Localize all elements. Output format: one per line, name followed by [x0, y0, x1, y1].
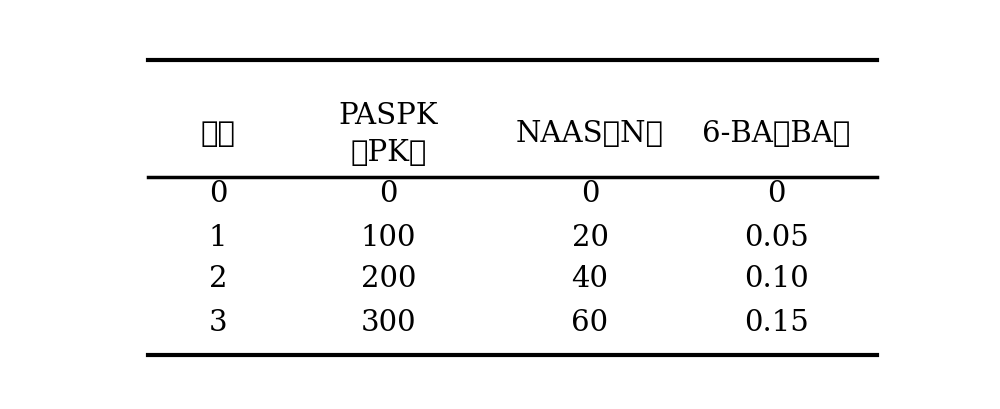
Text: 0: 0 [581, 180, 599, 208]
Text: 300: 300 [361, 309, 416, 337]
Text: 3: 3 [209, 309, 227, 337]
Text: 100: 100 [361, 224, 416, 252]
Text: 20: 20 [572, 224, 608, 252]
Text: PASPK
（PK）: PASPK （PK） [339, 102, 438, 166]
Text: 1: 1 [209, 224, 227, 252]
Text: 0: 0 [767, 180, 785, 208]
Text: 200: 200 [361, 265, 416, 293]
Text: 0: 0 [209, 180, 227, 208]
Text: 0: 0 [379, 180, 398, 208]
Text: 2: 2 [209, 265, 227, 293]
Text: 40: 40 [572, 265, 608, 293]
Text: 0.15: 0.15 [744, 309, 808, 337]
Text: 0.10: 0.10 [744, 265, 808, 293]
Text: NAAS（N）: NAAS（N） [516, 120, 664, 148]
Text: 60: 60 [571, 309, 609, 337]
Text: 代码: 代码 [200, 120, 236, 148]
Text: 6-BA（BA）: 6-BA（BA） [702, 120, 850, 148]
Text: 0.05: 0.05 [744, 224, 808, 252]
